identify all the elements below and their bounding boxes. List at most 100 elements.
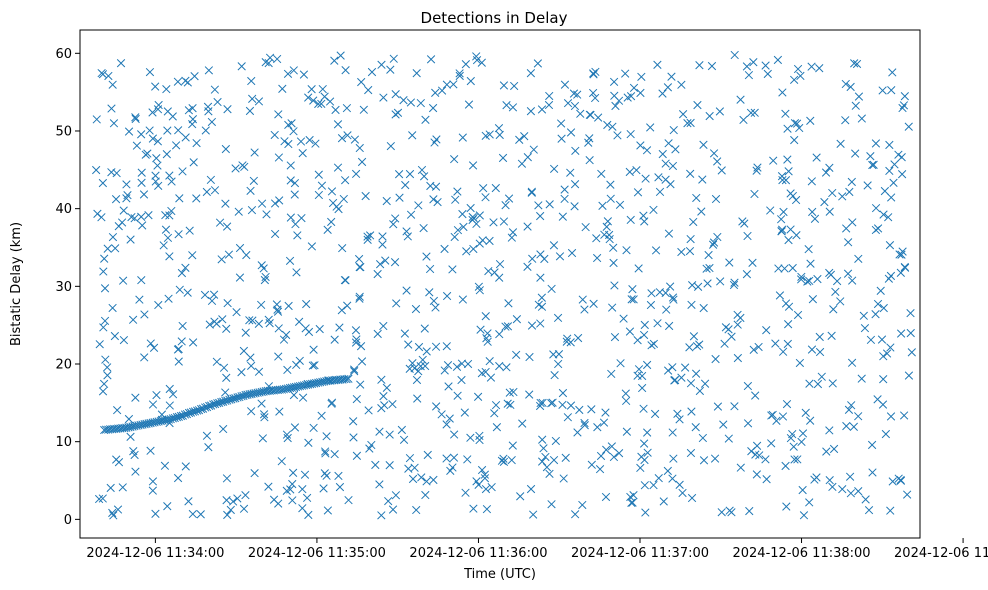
scatter-point: [843, 269, 853, 278]
scatter-point: [453, 391, 462, 400]
scatter-point: [510, 81, 519, 91]
scatter-point: [841, 79, 850, 89]
y-tick-label: 60: [55, 47, 72, 62]
scatter-point: [357, 157, 367, 167]
scatter-point: [181, 133, 190, 142]
scatter-point: [640, 320, 649, 330]
scatter-point: [783, 320, 793, 329]
scatter-point: [646, 123, 655, 132]
data-points: [92, 50, 916, 520]
scatter-point: [763, 69, 772, 79]
scatter-point: [527, 188, 536, 197]
scatter-point: [549, 241, 559, 250]
scatter-point: [264, 315, 273, 324]
scatter-point: [887, 193, 896, 202]
scatter-point: [290, 178, 300, 188]
scatter-point: [165, 401, 174, 410]
scatter-point: [797, 437, 806, 447]
scatter-point: [315, 324, 324, 334]
scatter-point: [309, 423, 318, 433]
scatter-point: [686, 234, 695, 244]
scatter-point: [536, 211, 545, 221]
scatter-point: [205, 320, 214, 329]
scatter-point: [838, 484, 847, 494]
scatter-point: [868, 468, 877, 477]
scatter-point: [669, 454, 678, 463]
scatter-point: [784, 235, 793, 245]
scatter-point: [813, 274, 822, 284]
scatter-point: [849, 422, 859, 431]
scatter-point: [363, 235, 372, 244]
scatter-point: [596, 451, 606, 461]
scatter-point: [792, 119, 802, 128]
scatter-point: [642, 146, 652, 155]
scatter-point: [882, 349, 892, 358]
scatter-point: [702, 264, 711, 273]
scatter-point: [469, 244, 478, 254]
scatter-point: [801, 408, 810, 417]
scatter-point: [491, 183, 500, 193]
scatter-point: [536, 273, 545, 282]
scatter-point: [581, 222, 590, 232]
scatter-point: [242, 250, 251, 260]
scatter-point: [288, 496, 297, 505]
scatter-point: [669, 295, 678, 304]
scatter-point: [725, 506, 734, 515]
scatter-point: [566, 128, 576, 137]
scatter-point: [668, 293, 678, 302]
scatter-point: [152, 390, 161, 400]
scatter-point: [162, 84, 171, 94]
scatter-point: [569, 89, 579, 98]
scatter-point: [614, 96, 624, 105]
scatter-point: [622, 427, 632, 436]
scatter-point: [177, 337, 186, 346]
scatter-point: [461, 60, 471, 69]
scatter-point: [108, 80, 117, 89]
scatter-point: [745, 506, 754, 516]
scatter-point: [547, 284, 556, 294]
scatter-point: [795, 358, 805, 368]
scatter-point: [399, 435, 409, 444]
scatter-point: [879, 303, 888, 313]
scatter-point: [483, 337, 492, 346]
scatter-point: [629, 83, 639, 93]
scatter-point: [573, 428, 582, 437]
x-tick-label: 2024-12-06 11:34:00: [86, 546, 224, 561]
y-tick-label: 40: [55, 202, 72, 217]
scatter-point: [188, 338, 198, 347]
scatter-point: [504, 299, 513, 308]
scatter-point: [122, 194, 131, 203]
scatter-point: [469, 504, 478, 513]
scatter-point: [288, 479, 297, 489]
scatter-point: [639, 439, 649, 448]
scatter-point: [381, 256, 390, 265]
scatter-point: [548, 398, 557, 407]
scatter-point: [414, 201, 423, 210]
scatter-point: [352, 335, 361, 344]
scatter-point: [730, 50, 739, 60]
scatter-point: [444, 382, 453, 391]
scatter-point: [529, 145, 538, 154]
scatter-point: [148, 400, 158, 409]
scatter-point: [420, 324, 429, 333]
scatter-point: [404, 340, 413, 349]
scatter-point: [641, 508, 650, 517]
scatter-point: [815, 347, 825, 357]
scatter-point: [878, 86, 887, 95]
scatter-point: [711, 354, 720, 364]
scatter-point: [357, 77, 366, 87]
scatter-point: [713, 232, 722, 242]
scatter-point: [502, 363, 511, 372]
scatter-point: [593, 423, 602, 432]
scatter-point: [792, 231, 801, 240]
scatter-point: [567, 248, 577, 258]
scatter-point: [640, 217, 649, 226]
scatter-point: [603, 217, 613, 226]
scatter-point: [355, 143, 364, 153]
scatter-point: [167, 206, 176, 216]
scatter-point: [375, 480, 384, 489]
scatter-point: [783, 155, 792, 164]
scatter-point: [112, 455, 121, 464]
scatter-point: [782, 399, 792, 409]
scatter-point: [298, 504, 307, 513]
